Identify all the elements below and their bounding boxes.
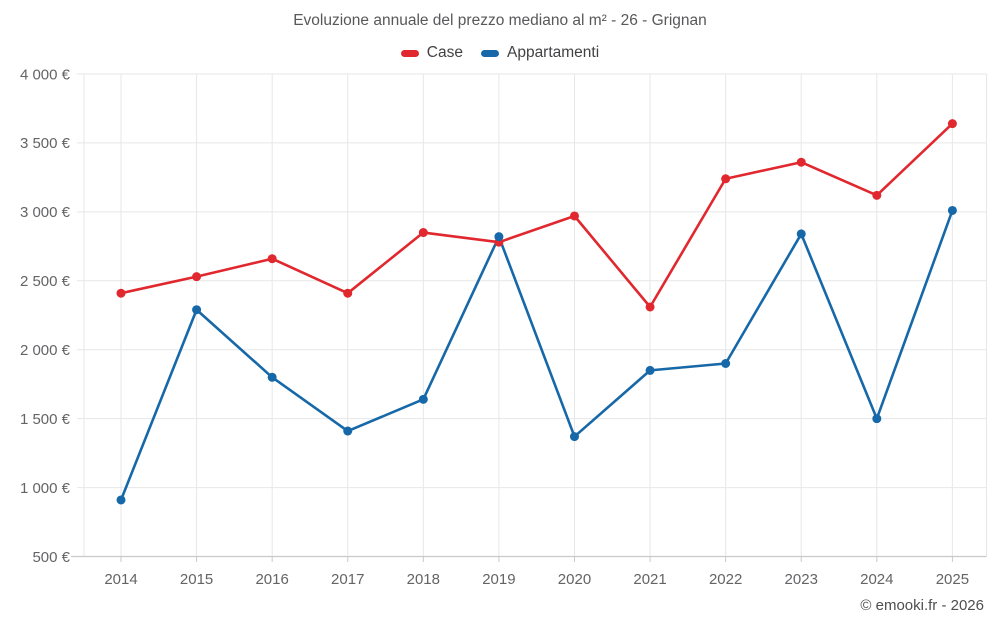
- y-axis-label: 1 500 €: [20, 411, 71, 428]
- point-case-2014: [116, 288, 126, 298]
- chart-title: Evoluzione annuale del prezzo mediano al…: [293, 12, 707, 29]
- legend-item-case[interactable]: Case: [400, 44, 463, 62]
- point-case-2018: [418, 228, 428, 238]
- y-axis-label: 3 500 €: [20, 135, 71, 152]
- point-case-2024: [872, 190, 882, 200]
- point-appartamenti-2015: [192, 305, 202, 315]
- point-appartamenti-2017: [343, 426, 353, 436]
- y-axis-label: 500 €: [32, 549, 70, 566]
- series-line-appartamenti: [119, 209, 954, 502]
- x-axis-label: 2023: [785, 571, 818, 588]
- legend-swatch-appartamenti: [480, 49, 499, 57]
- legend-label: Appartamenti: [506, 44, 600, 61]
- point-case-2022: [721, 174, 731, 184]
- legend-label: Case: [426, 44, 463, 61]
- x-axis-label: 2024: [860, 571, 893, 588]
- legend-item-appartamenti[interactable]: Appartamenti: [480, 44, 600, 62]
- credit-text: © emooki.fr - 2026: [860, 597, 984, 614]
- x-axis-label: 2016: [255, 571, 288, 588]
- x-axis-label: 2019: [482, 571, 515, 588]
- point-appartamenti-2019: [494, 232, 504, 242]
- x-axis-label: 2022: [709, 571, 742, 588]
- y-axis-label: 4 000 €: [20, 66, 71, 83]
- point-case-2025: [947, 119, 957, 129]
- point-appartamenti-2014: [116, 495, 126, 505]
- chart-legend: Case Appartamenti: [0, 44, 1000, 62]
- point-appartamenti-2018: [418, 394, 428, 404]
- legend-swatch-case: [400, 49, 419, 57]
- x-axis-label: 2015: [180, 571, 213, 588]
- point-appartamenti-2022: [721, 359, 731, 368]
- point-appartamenti-2023: [796, 229, 806, 239]
- point-appartamenti-2021: [645, 365, 655, 375]
- series-line-case: [119, 122, 954, 309]
- x-axis-label: 2021: [633, 571, 666, 588]
- point-case-2015: [192, 272, 202, 282]
- point-appartamenti-2025: [947, 205, 957, 215]
- y-axis-label: 2 000 €: [20, 342, 71, 359]
- point-case-2023: [796, 157, 806, 167]
- y-axis-label: 2 500 €: [20, 273, 71, 290]
- point-case-2017: [343, 288, 353, 298]
- x-axis-label: 2014: [104, 571, 137, 588]
- x-axis-label: 2020: [558, 571, 591, 588]
- y-axis-label: 3 000 €: [20, 204, 71, 221]
- point-case-2020: [569, 211, 579, 221]
- y-axis-label: 1 000 €: [20, 480, 71, 497]
- point-case-2021: [645, 302, 655, 312]
- point-appartamenti-2024: [872, 414, 882, 424]
- point-appartamenti-2016: [267, 372, 277, 382]
- point-appartamenti-2020: [569, 432, 579, 442]
- x-axis-label: 2025: [936, 571, 969, 588]
- point-case-2016: [267, 254, 277, 264]
- x-axis-label: 2017: [331, 571, 364, 588]
- x-axis-label: 2018: [407, 571, 440, 588]
